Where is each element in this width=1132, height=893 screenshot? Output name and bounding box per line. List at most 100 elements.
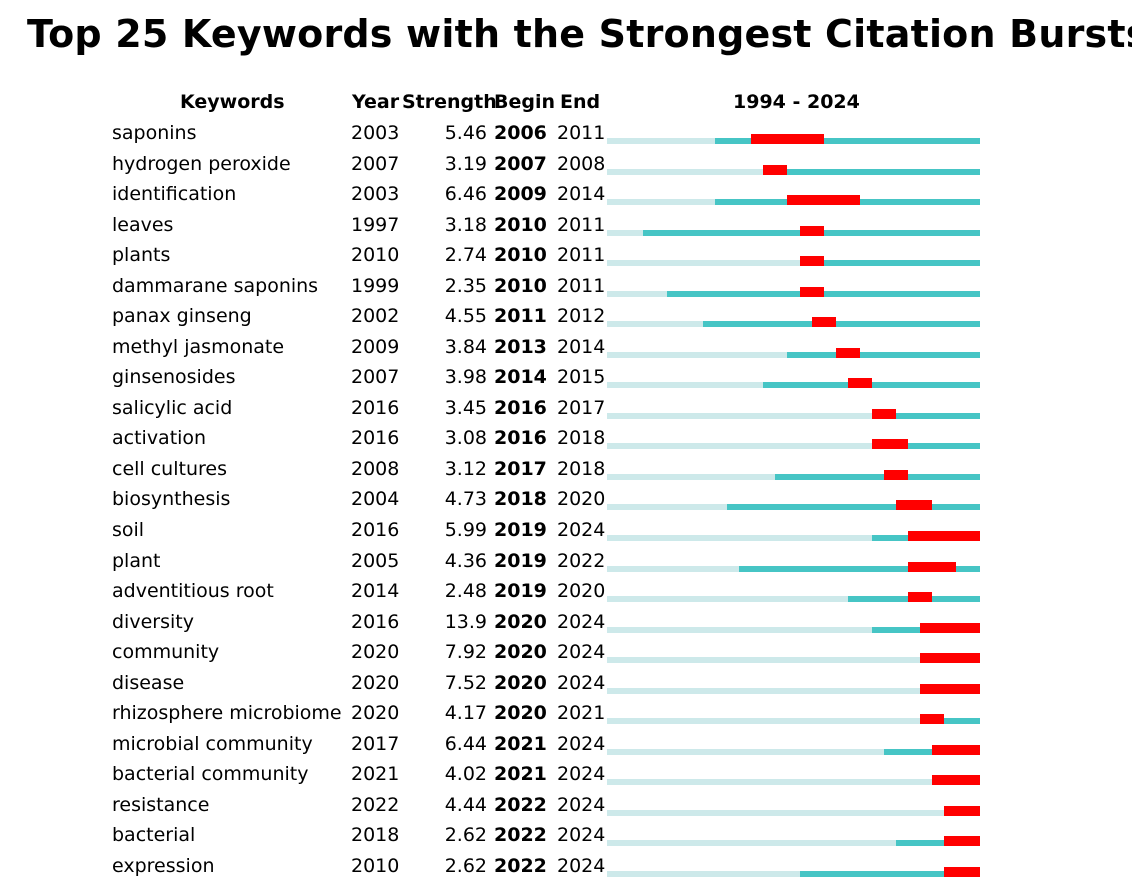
end-value: 2024 <box>557 793 606 816</box>
end-value: 2024 <box>557 641 606 664</box>
end-value: 2024 <box>557 610 606 633</box>
bar-before <box>607 809 944 816</box>
begin-value: 2020 <box>494 641 547 664</box>
strength-value: 2.48 <box>444 580 487 603</box>
end-value: 2012 <box>557 305 606 328</box>
keyword-label: rhizosphere microbiome <box>112 702 342 725</box>
end-value: 2024 <box>557 732 606 755</box>
keyword-label: adventitious root <box>112 580 274 603</box>
bar-before <box>607 748 884 755</box>
bar-burst <box>919 622 980 633</box>
keyword-label: disease <box>112 671 185 694</box>
end-value: 2014 <box>557 183 606 206</box>
strength-value: 3.18 <box>444 213 487 236</box>
keyword-label: diversity <box>112 610 194 633</box>
keyword-label: leaves <box>112 213 174 236</box>
bar-before <box>607 718 920 725</box>
bar-before <box>607 168 764 175</box>
year-value: 2014 <box>351 580 400 603</box>
begin-value: 2021 <box>494 732 547 755</box>
bar-before <box>607 382 764 389</box>
end-value: 2024 <box>557 671 606 694</box>
year-value: 2007 <box>351 366 400 389</box>
year-value: 2004 <box>351 488 400 511</box>
keyword-label: identification <box>112 183 237 206</box>
bar-burst <box>751 134 824 144</box>
year-value: 2016 <box>351 396 400 419</box>
year-value: 2003 <box>351 122 400 144</box>
bar-burst <box>871 408 896 419</box>
begin-value: 2020 <box>494 671 547 694</box>
bar-active <box>871 443 980 450</box>
keyword-label: hydrogen peroxide <box>112 152 291 175</box>
begin-value: 2022 <box>494 854 547 877</box>
bar-burst <box>919 714 944 725</box>
end-value: 2024 <box>557 824 606 847</box>
begin-value: 2011 <box>494 305 547 328</box>
begin-value: 2009 <box>494 183 547 206</box>
strength-value: 3.12 <box>444 457 487 480</box>
strength-value: 5.99 <box>444 519 487 542</box>
bar-burst <box>835 347 860 358</box>
end-value: 2018 <box>557 457 606 480</box>
keyword-label: saponins <box>112 122 197 144</box>
bar-before <box>607 199 716 206</box>
keyword-label: plants <box>112 244 171 267</box>
end-value: 2020 <box>557 580 606 603</box>
end-value: 2017 <box>557 396 606 419</box>
keyword-label: bacterial community <box>112 763 309 786</box>
strength-value: 3.08 <box>444 427 487 450</box>
strength-value: 6.46 <box>444 183 487 206</box>
begin-value: 2010 <box>494 244 547 267</box>
page-title: Top 25 Keywords with the Strongest Citat… <box>27 12 1132 56</box>
keyword-label: community <box>112 641 220 664</box>
year-value: 2010 <box>351 244 400 267</box>
bar-burst <box>907 531 980 542</box>
bar-active <box>799 870 980 877</box>
bar-before <box>607 290 668 297</box>
end-value: 2024 <box>557 519 606 542</box>
bar-before <box>607 779 932 786</box>
bar-before <box>607 626 872 633</box>
year-value: 2010 <box>351 854 400 877</box>
strength-value: 2.74 <box>444 244 487 267</box>
bar-before <box>607 412 872 419</box>
bar-before <box>607 473 776 480</box>
bar-before <box>607 351 788 358</box>
bar-burst <box>799 286 824 297</box>
begin-value: 2014 <box>494 366 547 389</box>
bar-before <box>607 229 644 236</box>
keyword-label: resistance <box>112 793 210 816</box>
bar-burst <box>763 164 788 175</box>
keyword-label: biosynthesis <box>112 488 231 511</box>
bar-before <box>607 443 872 450</box>
header-keywords: Keywords <box>180 91 285 113</box>
end-value: 2020 <box>557 488 606 511</box>
bar-before <box>607 596 848 603</box>
begin-value: 2016 <box>494 427 547 450</box>
end-value: 2011 <box>557 274 606 297</box>
end-value: 2024 <box>557 854 606 877</box>
begin-value: 2018 <box>494 488 547 511</box>
year-value: 2022 <box>351 793 400 816</box>
year-value: 1999 <box>351 274 400 297</box>
bar-active <box>787 351 980 358</box>
year-value: 2017 <box>351 732 400 755</box>
strength-value: 3.84 <box>444 335 487 358</box>
bar-active <box>871 412 980 419</box>
end-value: 2015 <box>557 366 606 389</box>
strength-value: 5.46 <box>444 122 487 144</box>
header-year: Year <box>352 91 400 113</box>
end-value: 2011 <box>557 244 606 267</box>
year-value: 2007 <box>351 152 400 175</box>
bar-burst <box>931 775 980 786</box>
keyword-label: expression <box>112 854 215 877</box>
year-value: 2020 <box>351 641 400 664</box>
bar-before <box>607 504 728 511</box>
strength-value: 4.73 <box>444 488 487 511</box>
keyword-label: panax ginseng <box>112 305 252 328</box>
bar-burst <box>919 683 980 694</box>
begin-value: 2010 <box>494 274 547 297</box>
keyword-label: soil <box>112 519 145 542</box>
keyword-label: bacterial <box>112 824 196 847</box>
